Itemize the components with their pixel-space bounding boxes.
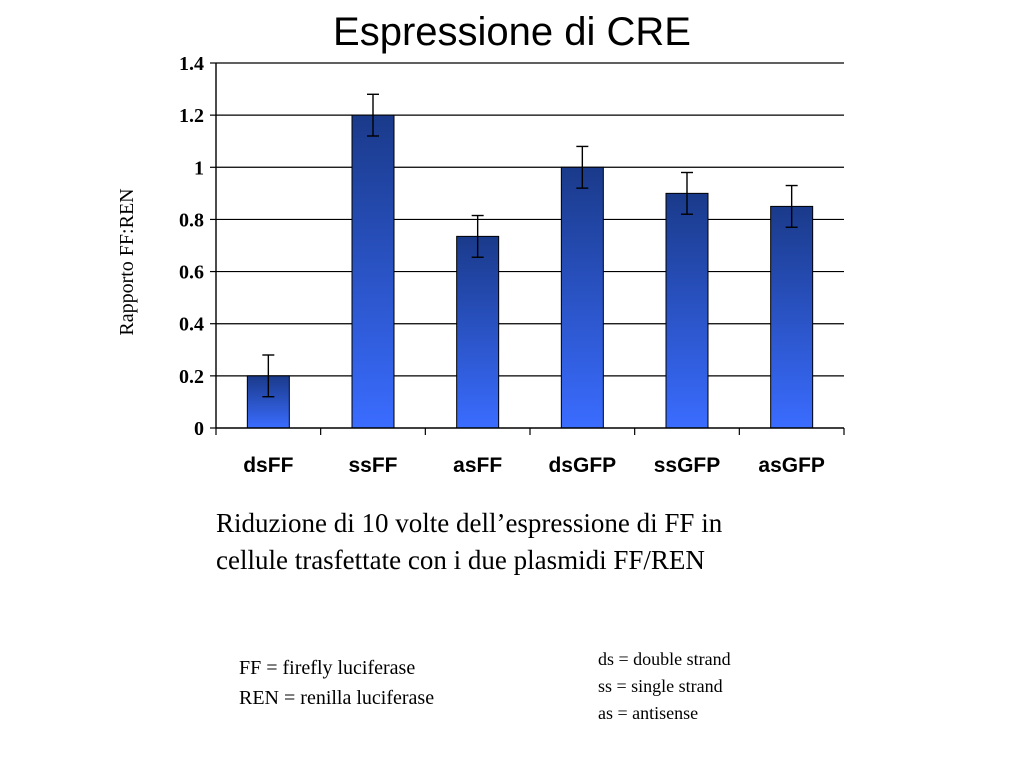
x-tick-label-asFF: asFF [453,454,502,477]
bar-chart: 0 0.2 0.4 0.6 0.8 1 1.2 1.4 dsFF ssFF asFF dsGFP ss… [116,53,845,477]
abbreviations-right: ds = double strand ss = single strand as… [598,646,731,727]
bar-ssGFP [665,192,709,429]
x-tick-labels: dsFF ssFF asFF dsGFP ssGFP asGFP [243,454,825,477]
legend-ff: FF = firefly luciferase [239,657,416,679]
x-tick-label-dsGFP: dsGFP [548,454,616,477]
x-tick-label-asGFP: asGFP [758,454,825,477]
chart-title: Espressione di CRE [333,10,691,54]
y-tick-label: 0.2 [179,366,204,388]
bar-asGFP [770,205,814,429]
legend-as: as = antisense [598,703,699,723]
axes [210,62,845,435]
y-tick-label: 0.4 [179,314,204,336]
y-tick-label: 1.4 [179,53,204,75]
y-tick-label: 1 [194,157,204,179]
legend-ren: REN = renilla luciferase [239,687,435,709]
x-tick-label-dsFF: dsFF [243,454,293,477]
error-bars [262,93,798,398]
x-tick-label-ssFF: ssFF [348,454,397,477]
y-tick-label: 0.8 [179,209,204,231]
legend-ss: ss = single strand [598,676,723,696]
y-tick-label: 0 [194,418,204,440]
y-tick-label: 0.6 [179,262,204,284]
bar-asFF [456,235,500,429]
gridlines [216,62,844,377]
caption: Riduzione di 10 volte dell’espressione d… [216,505,916,579]
abbreviations-left: FF = firefly luciferase REN = renilla lu… [239,653,434,713]
y-tick-label: 1.2 [179,105,204,127]
legend-ds: ds = double strand [598,649,731,669]
y-axis-label: Rapporto FF:REN [116,188,138,335]
y-tick-labels: 0 0.2 0.4 0.6 0.8 1 1.2 1.4 [179,53,204,440]
caption-line-1: Riduzione di 10 volte dell’espressione d… [216,508,723,538]
bar-dsGFP [560,166,604,429]
x-tick-label-ssGFP: ssGFP [654,454,721,477]
bar-ssFF [351,114,395,429]
caption-line-2: cellule trasfettate con i due plasmidi F… [216,545,705,575]
